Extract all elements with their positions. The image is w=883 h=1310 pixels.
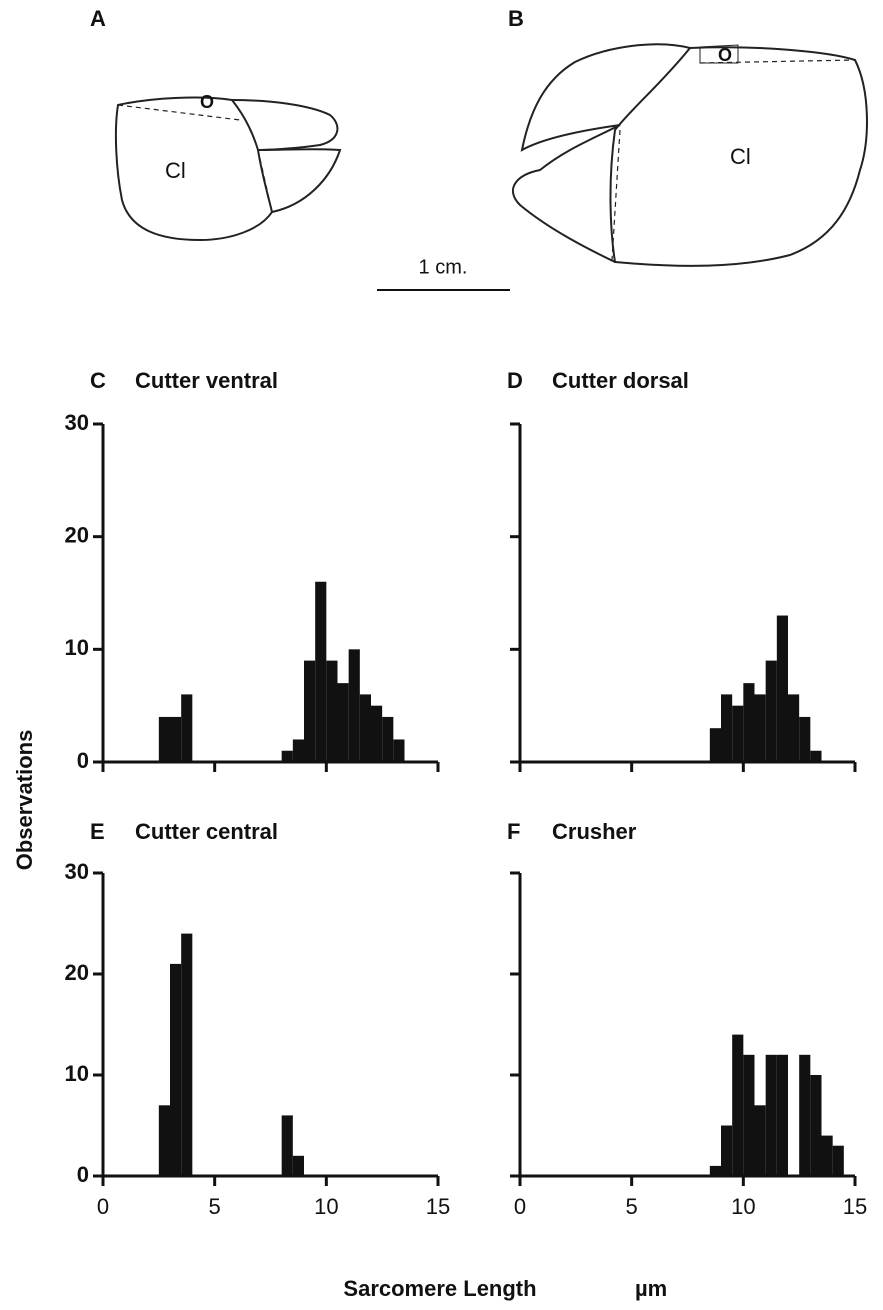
- bar: [170, 716, 182, 762]
- panel-title: Cutter dorsal: [552, 368, 689, 393]
- bar: [304, 660, 316, 762]
- bar: [292, 739, 304, 762]
- bar: [832, 1145, 844, 1176]
- bar: [743, 683, 755, 762]
- drawing-label: O: [200, 92, 214, 112]
- bar: [359, 694, 371, 762]
- panel-title: Cutter ventral: [135, 368, 278, 393]
- bar: [181, 933, 193, 1176]
- bar: [348, 649, 360, 762]
- bar: [788, 694, 800, 762]
- y-tick-label: 20: [65, 522, 89, 547]
- y-tick-label: 0: [77, 1162, 89, 1187]
- claw-drawing-b: [511, 43, 868, 267]
- bar: [732, 705, 744, 762]
- x-tick-label: 5: [626, 1194, 638, 1219]
- x-tick-label: 0: [97, 1194, 109, 1219]
- bar: [281, 750, 293, 762]
- bar: [810, 1075, 822, 1176]
- x-tick-label: 15: [426, 1194, 450, 1219]
- y-axis-label: Observations: [12, 730, 37, 871]
- bar: [181, 694, 193, 762]
- bar: [382, 716, 394, 762]
- drawing-label: Cl: [165, 158, 186, 183]
- bar: [754, 1105, 766, 1176]
- x-tick-label: 0: [514, 1194, 526, 1219]
- y-tick-label: 30: [65, 410, 89, 435]
- panel-title: Crusher: [552, 819, 637, 844]
- bar: [765, 660, 777, 762]
- bar: [721, 694, 733, 762]
- bar: [799, 716, 811, 762]
- bar: [709, 1165, 721, 1176]
- panel-title: Cutter central: [135, 819, 278, 844]
- y-tick-label: 10: [65, 1061, 89, 1086]
- panel-letter: C: [90, 368, 106, 393]
- x-axis-label: Sarcomere Length: [343, 1276, 536, 1301]
- drawing-label: Cl: [730, 144, 751, 169]
- y-tick-label: 10: [65, 635, 89, 660]
- bar: [754, 694, 766, 762]
- bar: [776, 1054, 788, 1176]
- panel-label: B: [508, 6, 524, 31]
- claw-drawing-a: [114, 96, 342, 242]
- x-tick-label: 5: [209, 1194, 221, 1219]
- x-axis-unit: µm: [635, 1276, 667, 1301]
- y-tick-label: 20: [65, 960, 89, 985]
- bar: [326, 660, 338, 762]
- bar: [799, 1054, 811, 1176]
- bar: [281, 1115, 293, 1176]
- bar: [732, 1034, 744, 1176]
- bar: [371, 705, 383, 762]
- drawing-label: O: [718, 45, 732, 65]
- x-tick-label: 10: [314, 1194, 338, 1219]
- panel-label: A: [90, 6, 106, 31]
- bar: [709, 728, 721, 762]
- y-tick-label: 0: [77, 748, 89, 773]
- bar: [765, 1054, 777, 1176]
- panel-letter: D: [507, 368, 523, 393]
- bar: [292, 1155, 304, 1176]
- bar: [743, 1054, 755, 1176]
- scale-bar-label: 1 cm.: [419, 256, 468, 278]
- bar: [170, 963, 182, 1176]
- panel-letter: E: [90, 819, 105, 844]
- bar: [776, 615, 788, 762]
- x-tick-label: 10: [731, 1194, 755, 1219]
- bar: [821, 1135, 833, 1176]
- y-tick-label: 30: [65, 859, 89, 884]
- bar: [721, 1125, 733, 1176]
- bar: [158, 1105, 170, 1176]
- bar: [393, 739, 405, 762]
- bar: [337, 683, 349, 762]
- panel-letter: F: [507, 819, 520, 844]
- bar: [810, 750, 822, 762]
- bar: [315, 581, 327, 762]
- x-tick-label: 15: [843, 1194, 867, 1219]
- bar: [158, 716, 170, 762]
